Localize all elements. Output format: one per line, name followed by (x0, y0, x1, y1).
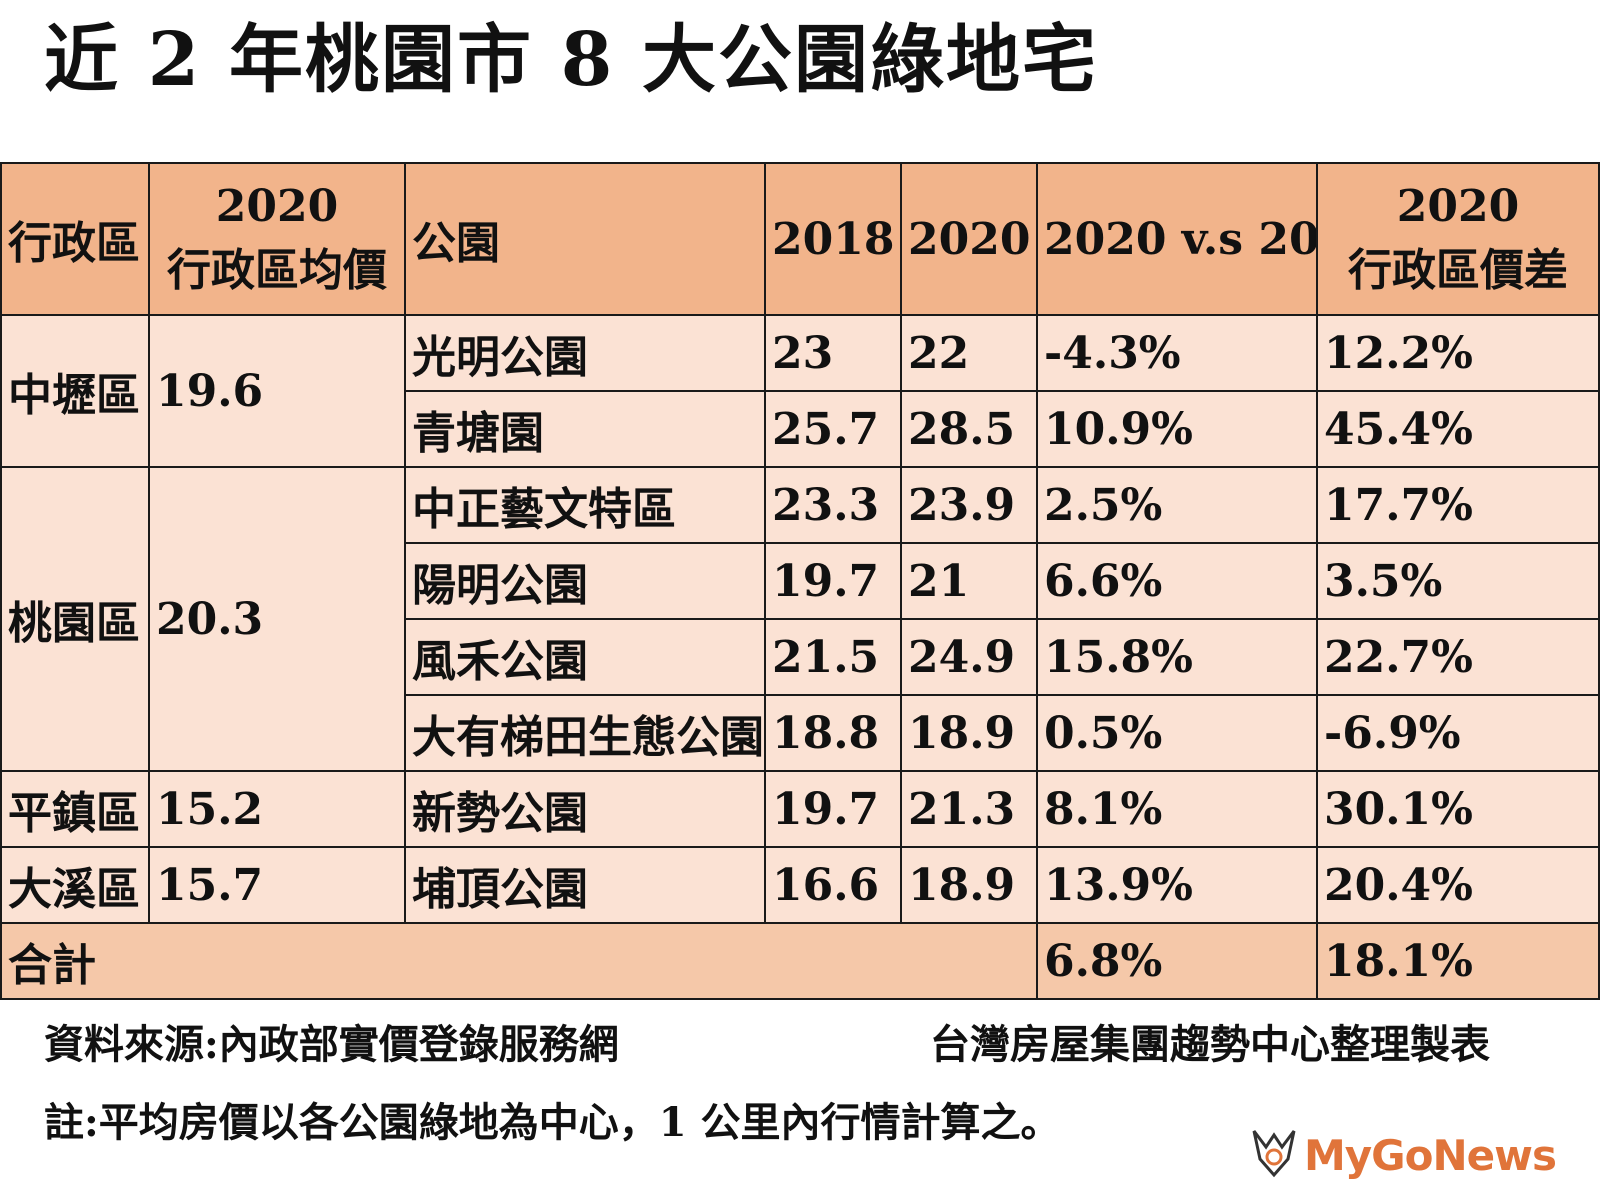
district-diff-cell: 12.2% (1316, 314, 1600, 392)
park-cell: 青塘園 (404, 390, 766, 468)
district-avg-cell: 15.7 (148, 846, 406, 924)
header-district: 行政區 (0, 162, 150, 316)
header-diff-year: 2020 (1396, 181, 1520, 232)
district-diff-cell: 3.5% (1316, 542, 1600, 620)
calculation-note: 註:平均房價以各公園綠地為中心，1 公里內行情計算之。 (44, 1099, 1061, 1146)
header-diff-label: 行政區價差 (1348, 245, 1568, 296)
total-label-cell: 合計 (0, 922, 1038, 1000)
price-2020-cell: 21 (900, 542, 1038, 620)
price-2020-cell: 18.9 (900, 694, 1038, 772)
park-cell: 光明公園 (404, 314, 766, 392)
price-2018-cell: 23 (764, 314, 902, 392)
price-2020-cell: 18.9 (900, 846, 1038, 924)
total-diff-cell: 18.1% (1316, 922, 1600, 1000)
change-cell: 15.8% (1036, 618, 1318, 696)
header-change: 2020 v.s 2018 (1036, 162, 1318, 316)
page-title: 近 2 年桃園市 8 大公園綠地宅 (44, 17, 1099, 103)
price-2018-cell: 23.3 (764, 466, 902, 544)
price-2018-cell: 19.7 (764, 770, 902, 848)
table-row: 陽明公園 19.7 21 6.6% 3.5% (1, 542, 1600, 620)
price-2020-cell: 23.9 (900, 466, 1038, 544)
change-cell: 10.9% (1036, 390, 1318, 468)
table-row: 青塘園 25.7 28.5 10.9% 45.4% (1, 390, 1600, 468)
district-cell: 中壢區 (0, 314, 150, 468)
price-2018-cell: 16.6 (764, 846, 902, 924)
total-row: 合計 6.8% 18.1% (0, 922, 1600, 1000)
price-2018-cell: 19.7 (764, 542, 902, 620)
total-change-cell: 6.8% (1036, 922, 1318, 1000)
district-diff-cell: 45.4% (1316, 390, 1600, 468)
park-cell: 新勢公園 (404, 770, 766, 848)
change-cell: -4.3% (1036, 314, 1318, 392)
change-cell: 6.6% (1036, 542, 1318, 620)
park-cell: 中正藝文特區 (404, 466, 766, 544)
park-cell: 埔頂公園 (404, 846, 766, 924)
price-2018-cell: 18.8 (764, 694, 902, 772)
district-cell: 桃園區 (0, 466, 150, 772)
header-2018: 2018 (764, 162, 902, 316)
price-2018-cell: 25.7 (764, 390, 902, 468)
header-avg-label: 行政區均價 (167, 245, 387, 296)
compiler-note: 台灣房屋集團趨勢中心整理製表 (930, 1021, 1490, 1068)
park-cell: 大有梯田生態公園 (404, 694, 766, 772)
district-diff-cell: -6.9% (1316, 694, 1600, 772)
price-2020-cell: 24.9 (900, 618, 1038, 696)
district-diff-cell: 22.7% (1316, 618, 1600, 696)
header-2020: 2020 (900, 162, 1038, 316)
table-row: 平鎮區 15.2 新勢公園 19.7 21.3 8.1% 30.1% (0, 770, 1600, 848)
district-avg-cell: 15.2 (148, 770, 406, 848)
table-row: 桃園區 20.3 中正藝文特區 23.3 23.9 2.5% 17.7% (0, 466, 1600, 772)
district-cell: 大溪區 (0, 846, 150, 924)
table-row: 大有梯田生態公園 18.8 18.9 0.5% -6.9% (1, 694, 1600, 772)
price-2018-cell: 21.5 (764, 618, 902, 696)
park-price-table: 行政區 2020 行政區均價 公園 2018 2020 2020 v.s 201… (0, 162, 1600, 1000)
header-avg-year: 2020 (215, 181, 339, 232)
header-park: 公園 (404, 162, 766, 316)
source-note: 資料來源:內政部實價登錄服務網 (44, 1021, 619, 1068)
district-avg-cell: 19.6 (148, 314, 406, 468)
change-cell: 2.5% (1036, 466, 1318, 544)
header-district-diff: 2020 行政區價差 (1316, 162, 1600, 316)
table-row: 風禾公園 21.5 24.9 15.8% 22.7% (1, 618, 1600, 696)
district-cell: 平鎮區 (0, 770, 150, 848)
district-diff-cell: 20.4% (1316, 846, 1600, 924)
price-2020-cell: 21.3 (900, 770, 1038, 848)
change-cell: 13.9% (1036, 846, 1318, 924)
park-cell: 風禾公園 (404, 618, 766, 696)
mygonews-logo-icon (1252, 1130, 1296, 1178)
price-2020-cell: 28.5 (900, 390, 1038, 468)
district-diff-cell: 17.7% (1316, 466, 1600, 544)
header-district-avg: 2020 行政區均價 (148, 162, 406, 316)
table-row: 中壢區 19.6 光明公園 23 22 -4.3% 12.2% (0, 314, 1600, 468)
table-row: 大溪區 15.7 埔頂公園 16.6 18.9 13.9% 20.4% (0, 846, 1600, 924)
change-cell: 8.1% (1036, 770, 1318, 848)
change-cell: 0.5% (1036, 694, 1318, 772)
price-2020-cell: 22 (900, 314, 1038, 392)
district-diff-cell: 30.1% (1316, 770, 1600, 848)
logo-text: MyGoNews (1304, 1130, 1557, 1180)
table-header-row: 行政區 2020 行政區均價 公園 2018 2020 2020 v.s 201… (0, 162, 1600, 316)
mygonews-logo: MyGoNews (1248, 1120, 1588, 1190)
district-avg-cell: 20.3 (148, 466, 406, 772)
park-cell: 陽明公園 (404, 542, 766, 620)
